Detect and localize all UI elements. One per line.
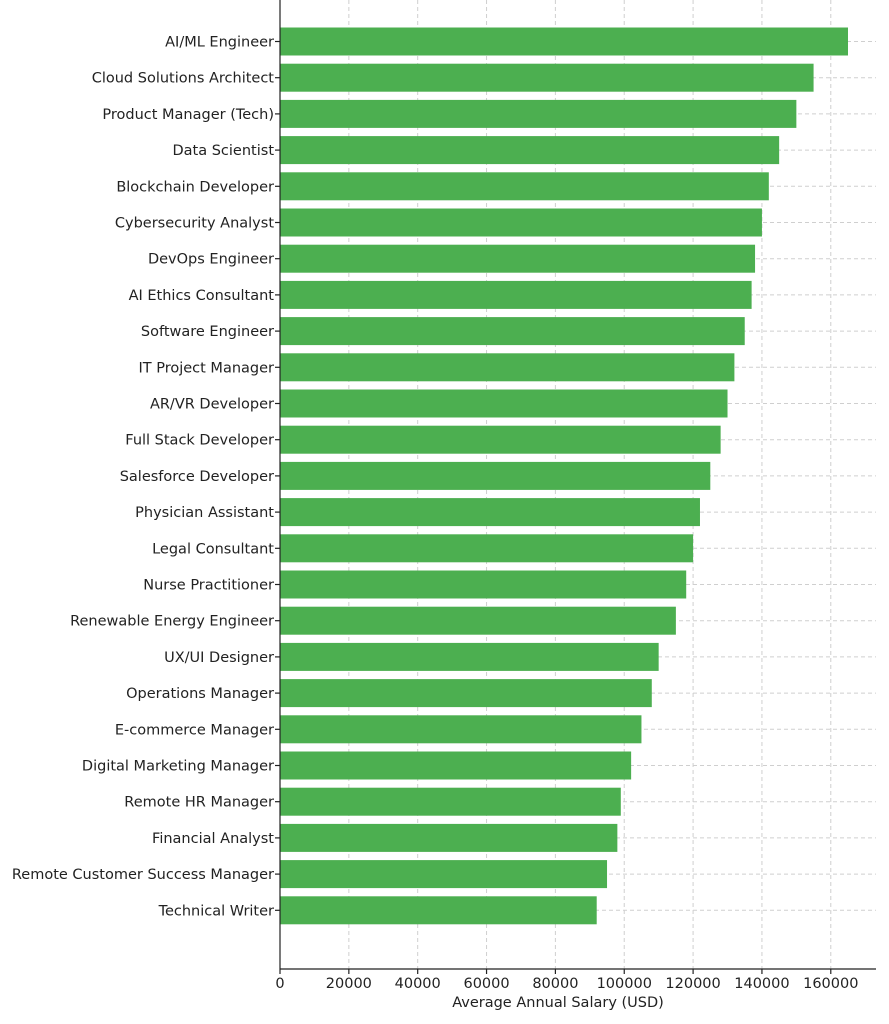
- x-tick-label: 80000: [532, 976, 578, 992]
- category-label: Data Scientist: [173, 143, 275, 159]
- bar: [280, 244, 756, 273]
- category-label: E-commerce Manager: [115, 722, 274, 738]
- category-label: Physician Assistant: [135, 505, 274, 521]
- category-label: Financial Analyst: [152, 831, 274, 847]
- bar: [280, 389, 728, 418]
- category-label: Blockchain Developer: [116, 179, 274, 195]
- x-tick-label: 60000: [463, 976, 509, 992]
- bar: [280, 751, 632, 780]
- bar: [280, 787, 621, 816]
- bar: [280, 63, 814, 92]
- category-label: Cybersecurity Analyst: [115, 216, 274, 232]
- bar: [280, 534, 694, 563]
- category-label: Remote HR Manager: [124, 795, 274, 811]
- category-label: Salesforce Developer: [120, 469, 274, 485]
- category-label: Legal Consultant: [152, 541, 274, 557]
- x-axis-title: Average Annual Salary (USD): [452, 995, 664, 1011]
- category-label: IT Project Manager: [138, 360, 274, 376]
- x-ticks: 0 20000 40000 60000 80000 100000 120000 140000 1…: [275, 969, 858, 992]
- bar: [280, 136, 780, 165]
- category-label: Renewable Energy Engineer: [70, 614, 274, 630]
- bars: [280, 27, 848, 925]
- x-tick-label: 120000: [665, 976, 720, 992]
- bar: [280, 317, 745, 346]
- category-label: AR/VR Developer: [150, 397, 274, 413]
- category-label: Operations Manager: [126, 686, 274, 702]
- category-label: Technical Writer: [158, 903, 274, 919]
- category-label: AI Ethics Consultant: [129, 288, 275, 304]
- bar: [280, 27, 848, 56]
- bar: [280, 425, 721, 454]
- x-tick-label: 40000: [395, 976, 441, 992]
- category-label: Software Engineer: [141, 324, 274, 340]
- bar: [280, 642, 659, 671]
- category-label: Remote Customer Success Manager: [12, 867, 274, 883]
- category-label: Product Manager (Tech): [102, 107, 274, 123]
- category-label: Nurse Practitioner: [143, 578, 274, 594]
- bar: [280, 99, 797, 128]
- category-label: Cloud Solutions Architect: [92, 71, 275, 87]
- category-label: DevOps Engineer: [148, 252, 274, 268]
- x-tick-label: 0: [275, 976, 284, 992]
- bar: [280, 280, 752, 309]
- category-label: UX/UI Designer: [164, 650, 274, 666]
- x-tick-label: 140000: [734, 976, 789, 992]
- category-label: Full Stack Developer: [125, 433, 274, 449]
- bar: [280, 570, 687, 599]
- bar: [280, 679, 652, 708]
- bar: [280, 172, 769, 201]
- category-label: Digital Marketing Manager: [82, 759, 274, 775]
- category-label: AI/ML Engineer: [165, 35, 274, 51]
- bar: [280, 498, 700, 527]
- bar: [280, 606, 676, 635]
- bar: [280, 353, 735, 382]
- x-tick-label: 100000: [597, 976, 652, 992]
- category-labels: AI/ML Engineer Cloud Solutions Architect P…: [12, 35, 280, 919]
- bar: [280, 208, 762, 237]
- x-tick-label: 160000: [803, 976, 858, 992]
- bar: [280, 860, 608, 889]
- bar: [280, 715, 642, 744]
- bar: [280, 823, 618, 852]
- x-tick-label: 20000: [326, 976, 372, 992]
- bar: [280, 896, 597, 925]
- bar: [280, 461, 711, 490]
